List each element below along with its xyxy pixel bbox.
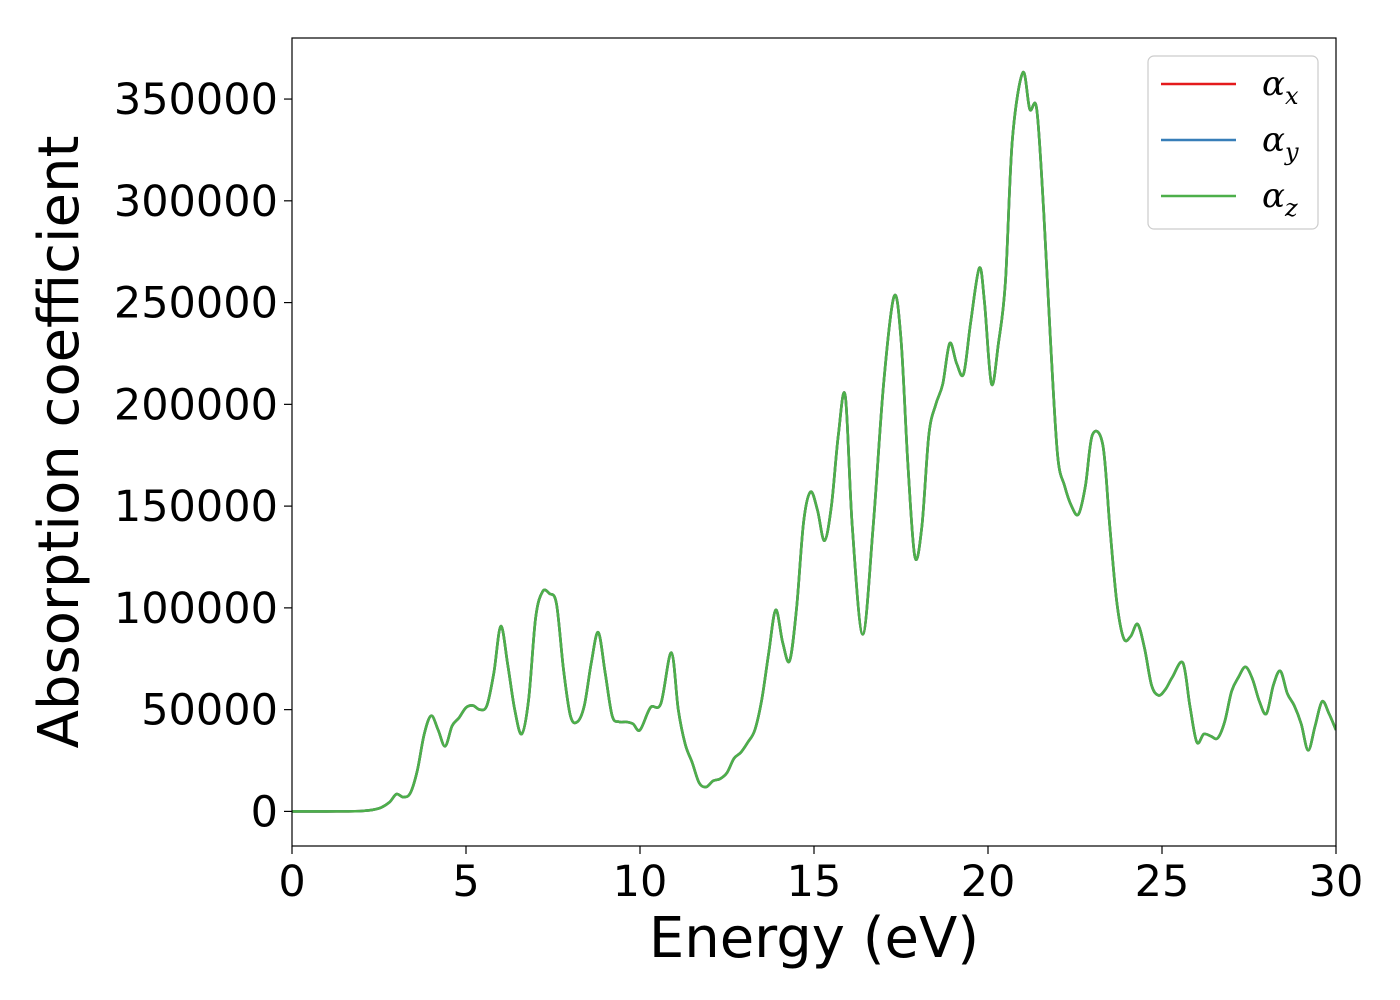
x-tick-label: 30 [1309,857,1364,907]
y-tick-label: 250000 [114,279,278,329]
y-tick-label: 350000 [114,75,278,125]
x-tick-label: 15 [787,857,842,907]
y-axis-label: Absorption coefficient [27,136,92,749]
y-tick-label: 0 [251,787,278,837]
x-axis-ticks: 0 5 10 15 20 25 30 [278,846,1363,907]
y-tick-label: 300000 [114,177,278,227]
x-tick-label: 10 [613,857,668,907]
x-tick-label: 5 [452,857,479,907]
y-tick-label: 200000 [114,380,278,430]
legend-label-y: αy [1262,120,1299,166]
x-axis-label: Energy (eV) [649,906,979,971]
y-tick-label: 100000 [114,584,278,634]
y-tick-label: 150000 [114,482,278,532]
x-tick-label: 0 [278,857,305,907]
x-tick-label: 20 [961,857,1016,907]
series-line-alpha-z [292,71,1336,813]
legend: αx αy αz [1147,55,1319,230]
legend-label-x: αx [1262,64,1299,110]
legend-entries: αx αy αz [1161,64,1299,222]
y-axis-ticks: 0 50000 100000 150000 200000 250000 300000 3500… [114,75,292,837]
legend-label-z: αz [1262,176,1298,222]
series-layer [292,71,1336,813]
y-tick-label: 50000 [141,686,278,736]
x-tick-label: 25 [1135,857,1190,907]
legend-box [1147,55,1319,230]
